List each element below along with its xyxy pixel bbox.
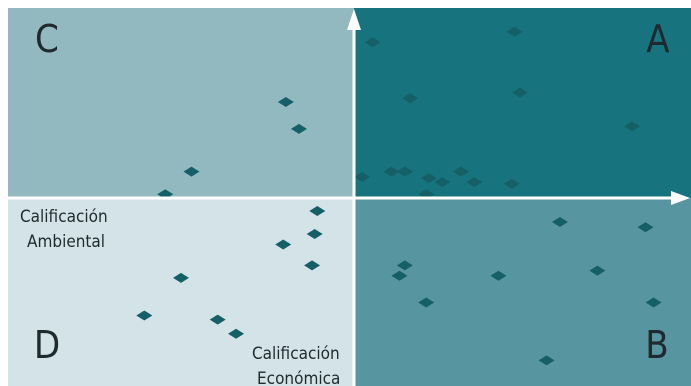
data-point <box>420 172 437 183</box>
x-axis-label-line-2: Económica <box>257 369 340 386</box>
data-point <box>364 37 381 48</box>
data-point <box>506 26 523 37</box>
data-point <box>589 265 606 276</box>
data-point <box>396 260 413 271</box>
data-point <box>391 270 408 281</box>
data-point <box>136 310 153 321</box>
quadrant-label-b: B <box>645 323 668 367</box>
data-point <box>383 166 400 177</box>
data-point <box>290 123 307 134</box>
data-point <box>551 217 568 228</box>
y-axis-label-line-2: Ambiental <box>27 232 105 252</box>
data-point <box>452 166 469 177</box>
data-point <box>183 166 200 177</box>
data-point <box>304 260 321 271</box>
quadrant-backgrounds <box>8 8 691 386</box>
data-point <box>645 297 662 308</box>
data-point <box>402 93 419 104</box>
data-point <box>490 270 507 281</box>
data-point <box>434 177 451 188</box>
data-point <box>275 239 292 250</box>
quadrant-label-d: D <box>34 323 60 367</box>
x-axis-arrow-icon <box>671 191 690 205</box>
y-axis-label-line-1: Calificación <box>20 207 108 227</box>
data-point <box>309 206 326 217</box>
data-point <box>173 272 189 283</box>
quadrant-b-area <box>354 198 691 386</box>
axes <box>8 9 690 386</box>
data-point <box>511 87 528 98</box>
data-point <box>538 355 555 366</box>
quadrant-d-area <box>8 198 354 386</box>
data-point <box>503 178 520 189</box>
data-point <box>624 121 641 132</box>
data-point <box>466 177 483 188</box>
data-points <box>136 26 662 366</box>
quadrant-label-a: A <box>646 17 670 61</box>
data-point <box>209 314 226 325</box>
y-axis-arrow-icon <box>347 9 361 30</box>
data-point <box>354 171 371 182</box>
data-point <box>306 229 323 240</box>
data-point <box>277 96 294 107</box>
x-axis-label-line-1: Calificación <box>252 344 340 364</box>
data-point <box>396 166 413 177</box>
quadrant-c-area <box>8 8 354 198</box>
data-point <box>418 297 435 308</box>
data-point <box>637 222 654 233</box>
data-point <box>228 328 245 339</box>
chart-labels: A B C D Calificación Ambiental Calificac… <box>20 17 670 386</box>
quadrant-label-c: C <box>35 17 59 61</box>
